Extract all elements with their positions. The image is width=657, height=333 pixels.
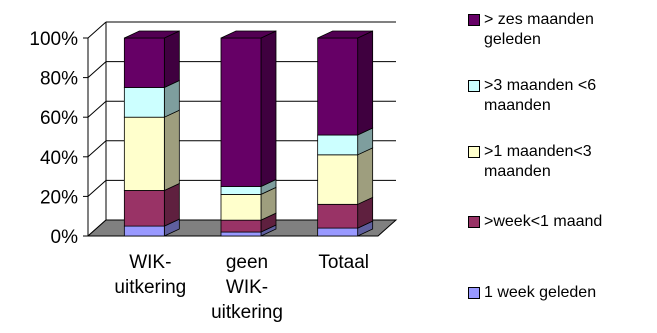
x-tick-label: WIK- bbox=[129, 252, 171, 273]
y-tick-label: 0% bbox=[51, 227, 79, 248]
bar-segment bbox=[220, 186, 262, 195]
legend-item: >1 maanden<3 maanden bbox=[468, 142, 654, 182]
bar-side bbox=[163, 109, 180, 192]
x-tick-label: uitkering bbox=[114, 277, 186, 298]
legend-swatch bbox=[468, 287, 480, 299]
x-tick-label: geen bbox=[226, 252, 268, 273]
bar-segment bbox=[317, 227, 359, 237]
legend-label: >week<1 maand bbox=[484, 213, 603, 230]
legend-swatch bbox=[468, 14, 480, 26]
bar-side bbox=[357, 30, 374, 136]
y-tick-label: 20% bbox=[40, 187, 78, 208]
bar-segment bbox=[123, 37, 165, 88]
bar-top bbox=[317, 30, 373, 39]
bar-segment bbox=[317, 134, 359, 156]
bar-segment bbox=[220, 219, 262, 233]
bar-side bbox=[163, 182, 180, 227]
y-tick-label: 80% bbox=[40, 69, 78, 90]
bar-segment bbox=[220, 37, 262, 187]
gridline-side bbox=[87, 21, 107, 39]
bar-segment bbox=[123, 190, 165, 227]
legend-item: >week<1 maand bbox=[468, 212, 654, 232]
bar-segment bbox=[317, 203, 359, 229]
legend-swatch bbox=[468, 216, 480, 228]
legend-swatch bbox=[468, 146, 480, 158]
bar-segment bbox=[220, 231, 262, 237]
y-tick-label: 100% bbox=[29, 29, 78, 50]
bar-segment bbox=[123, 225, 165, 237]
bar-segment bbox=[123, 87, 165, 118]
legend-item: 1 week geleden bbox=[468, 283, 654, 303]
legend: > zes maanden geleden >3 maanden <6 maand… bbox=[468, 0, 657, 333]
x-tick-label: uitkering bbox=[211, 302, 283, 323]
bar-side bbox=[260, 30, 277, 188]
legend-swatch bbox=[468, 80, 480, 92]
bar-side bbox=[357, 147, 374, 205]
bar-top bbox=[124, 30, 180, 39]
bar-segment bbox=[317, 37, 359, 136]
legend-item: >3 maanden <6 maanden bbox=[468, 76, 654, 116]
gridline-side bbox=[87, 61, 107, 78]
gridline-side bbox=[87, 100, 107, 118]
x-tick-label: Totaal bbox=[318, 252, 369, 273]
bar-side bbox=[163, 30, 180, 89]
y-tick-label: 60% bbox=[40, 108, 78, 129]
legend-label: >1 maanden<3 maanden bbox=[484, 143, 592, 180]
legend-label: 1 week geleden bbox=[484, 284, 597, 301]
bar-segment bbox=[123, 116, 165, 191]
legend-label: >3 maanden <6 maanden bbox=[484, 77, 597, 114]
legend-label: > zes maanden geleden bbox=[484, 11, 594, 48]
x-tick-label: WIK- bbox=[226, 277, 268, 298]
gridline-side bbox=[87, 180, 107, 197]
legend-item: > zes maanden geleden bbox=[468, 10, 654, 50]
gridline-side bbox=[87, 140, 107, 158]
bar-top bbox=[220, 30, 277, 39]
stacked-bar-chart: 0% 20% 40% 60% 80% 100% WIK-uitkering geen WIK-u… bbox=[29, 21, 398, 323]
bar-segment bbox=[220, 194, 262, 221]
y-tick-label: 40% bbox=[40, 148, 78, 169]
bar-segment bbox=[317, 154, 359, 205]
